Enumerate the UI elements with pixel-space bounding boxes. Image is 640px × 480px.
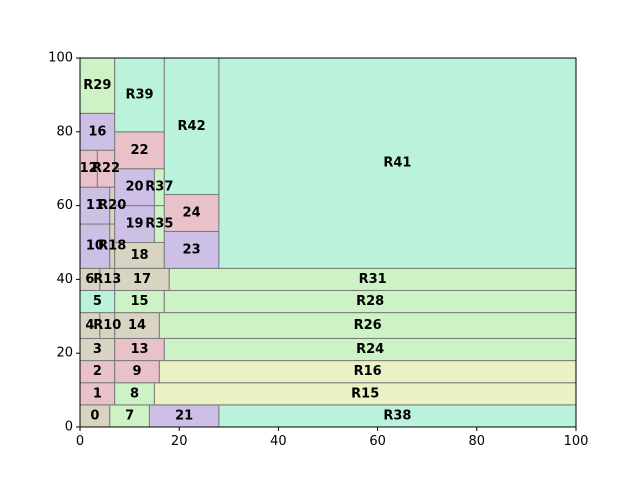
cell-label-12: 12 [80, 161, 98, 176]
cell-label-19: 19 [126, 217, 144, 232]
cell-label-11: 11 [86, 198, 104, 213]
cell-label-r38: R38 [383, 408, 411, 423]
cell-r41 [218, 57, 577, 269]
cell-label-2: 2 [93, 364, 102, 379]
cell-label-0: 0 [90, 408, 99, 423]
cell-label-r31: R31 [359, 272, 387, 287]
x-tick-label-20: 20 [171, 434, 188, 449]
cell-label-5: 5 [93, 294, 102, 309]
x-tick-label-100: 100 [564, 434, 589, 449]
cell-label-r15: R15 [351, 386, 379, 401]
cell-label-21: 21 [175, 408, 193, 423]
cell-label-r35: R35 [145, 217, 173, 232]
cell-r26 [158, 312, 577, 339]
cell-label-r39: R39 [125, 87, 153, 102]
cell-label-1: 1 [93, 386, 102, 401]
cell-22 [114, 131, 165, 170]
cell-label-13: 13 [130, 342, 148, 357]
x-tick-label-60: 60 [369, 434, 386, 449]
cell-label-r16: R16 [354, 364, 382, 379]
cell-label-r37: R37 [145, 180, 173, 195]
cell-label-r26: R26 [354, 318, 382, 333]
y-tick-label-20: 20 [56, 346, 73, 361]
cell-label-20: 20 [126, 180, 144, 195]
cell-label-9: 9 [133, 364, 142, 379]
cell-label-6: 6 [85, 272, 94, 287]
cell-label-24: 24 [183, 205, 201, 220]
cell-label-r42: R42 [178, 119, 206, 134]
cell-label-8: 8 [130, 386, 139, 401]
cell-label-r18: R18 [98, 239, 126, 254]
cell-label-17: 17 [133, 272, 151, 287]
cell-label-r13: R13 [93, 272, 121, 287]
cell-label-16: 16 [88, 124, 106, 139]
cell-label-r41: R41 [383, 156, 411, 171]
cell-label-10: 10 [86, 239, 104, 254]
cell-label-3: 3 [93, 342, 102, 357]
cell-14 [114, 312, 160, 339]
cell-23 [163, 230, 220, 269]
y-tick-label-40: 40 [56, 272, 73, 287]
cell-label-18: 18 [130, 248, 148, 263]
x-axis: 0 20 40 60 80 100 [76, 427, 589, 449]
y-tick-label-100: 100 [48, 51, 73, 66]
cell-label-r28: R28 [356, 294, 384, 309]
cell-label-22: 22 [130, 143, 148, 158]
cell-label-4: 4 [85, 318, 94, 333]
y-tick-label-60: 60 [56, 198, 73, 213]
cell-label-r10: R10 [93, 318, 121, 333]
cell-20 [114, 168, 155, 207]
cell-label-r29: R29 [83, 78, 111, 93]
cell-r39 [114, 57, 165, 133]
cell-label-r24: R24 [356, 342, 384, 357]
cell-label-15: 15 [130, 294, 148, 309]
y-tick-label-80: 80 [56, 124, 73, 139]
cell-label-14: 14 [128, 318, 146, 333]
y-axis: 0 20 40 60 80 100 [48, 51, 80, 435]
cell-18 [114, 242, 165, 269]
y-tick-label-0: 0 [65, 420, 73, 435]
x-tick-label-0: 0 [76, 434, 84, 449]
cell-label-23: 23 [183, 242, 201, 257]
x-tick-label-40: 40 [270, 434, 287, 449]
x-tick-label-80: 80 [469, 434, 486, 449]
treemap-cells [79, 57, 577, 428]
plot-frame [79, 57, 577, 428]
cell-label-r20: R20 [98, 198, 126, 213]
cell-label-7: 7 [125, 408, 134, 423]
cell-24 [163, 194, 220, 232]
cell-label-r22: R22 [92, 161, 120, 176]
